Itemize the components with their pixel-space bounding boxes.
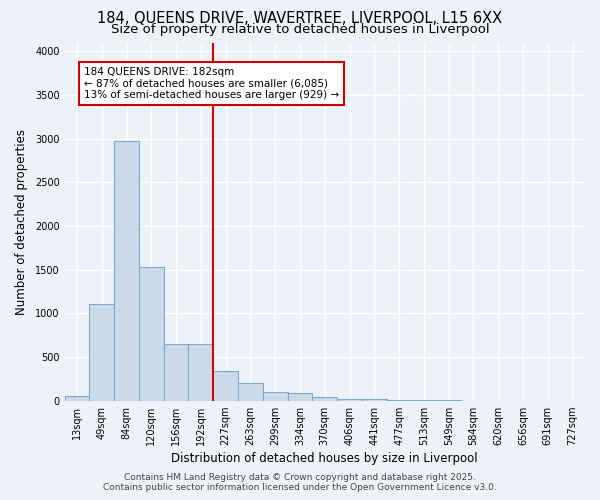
- Bar: [287, 393, 313, 400]
- Bar: [164, 344, 188, 401]
- Text: 184, QUEENS DRIVE, WAVERTREE, LIVERPOOL, L15 6XX: 184, QUEENS DRIVE, WAVERTREE, LIVERPOOL,…: [97, 11, 503, 26]
- Y-axis label: Number of detached properties: Number of detached properties: [15, 128, 28, 314]
- Bar: [238, 383, 263, 400]
- Bar: [263, 392, 287, 400]
- Bar: [313, 397, 337, 400]
- Bar: [188, 344, 213, 401]
- Text: 184 QUEENS DRIVE: 182sqm
← 87% of detached houses are smaller (6,085)
13% of sem: 184 QUEENS DRIVE: 182sqm ← 87% of detach…: [84, 67, 339, 100]
- Bar: [89, 304, 114, 400]
- Bar: [213, 371, 238, 400]
- X-axis label: Distribution of detached houses by size in Liverpool: Distribution of detached houses by size …: [172, 452, 478, 465]
- Bar: [337, 398, 362, 400]
- Bar: [139, 267, 164, 400]
- Bar: [114, 141, 139, 401]
- Text: Size of property relative to detached houses in Liverpool: Size of property relative to detached ho…: [110, 22, 490, 36]
- Text: Contains HM Land Registry data © Crown copyright and database right 2025.
Contai: Contains HM Land Registry data © Crown c…: [103, 473, 497, 492]
- Bar: [65, 396, 89, 400]
